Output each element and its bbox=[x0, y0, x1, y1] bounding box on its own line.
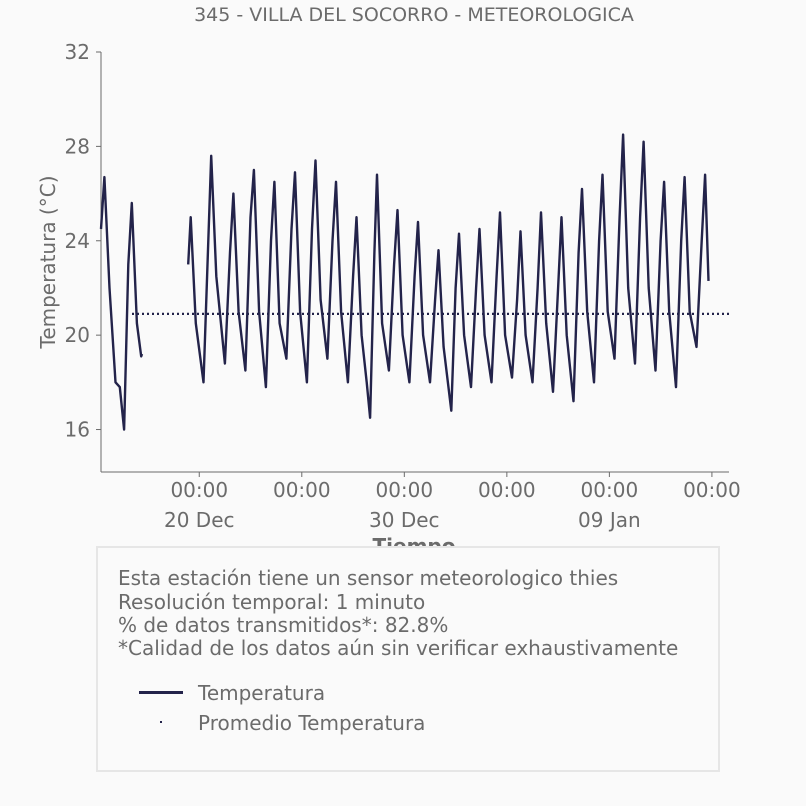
x-tick-label: 00:00 bbox=[683, 478, 741, 502]
x-tick-label: 30 Dec bbox=[369, 508, 440, 532]
x-tick-label: 00:00 bbox=[170, 478, 228, 502]
temperature-series-line bbox=[99, 175, 144, 431]
x-tick-label: 00:00 bbox=[478, 478, 536, 502]
y-tick-label: 32 bbox=[65, 40, 90, 64]
x-tick-label: 00:00 bbox=[273, 478, 331, 502]
chart-marks bbox=[99, 133, 731, 431]
y-tick-label: 24 bbox=[65, 229, 90, 253]
legend-temperature-label: Temperatura bbox=[198, 681, 326, 705]
info-sensor-text: Esta estación tiene un sensor meteorolog… bbox=[118, 566, 619, 590]
y-tick-label: 16 bbox=[65, 418, 90, 442]
legend-average-swatch bbox=[160, 721, 162, 723]
x-tick-label: 20 Dec bbox=[164, 508, 235, 532]
info-panel: Esta estación tiene un sensor meteorolog… bbox=[96, 546, 720, 772]
info-resolution-text: Resolución temporal: 1 minuto bbox=[118, 590, 426, 614]
x-tick-label: 00:00 bbox=[581, 478, 639, 502]
axes: 16 20 24 28 32 00:00 20 Dec 00:00 00:00 30 Dec 00:… bbox=[65, 40, 741, 532]
y-tick-label: 28 bbox=[65, 134, 90, 158]
temperature-chart: 345 - VILLA DEL SOCORRO - METEOROLOGICA … bbox=[36, 4, 741, 558]
temperature-series-line bbox=[187, 133, 710, 419]
x-tick-label: 09 Jan bbox=[578, 508, 641, 532]
info-transmitted-text: % de datos transmitidos*: 82.8% bbox=[118, 613, 449, 637]
chart-title: 345 - VILLA DEL SOCORRO - METEOROLOGICA bbox=[194, 4, 634, 26]
legend-average-label: Promedio Temperatura bbox=[198, 711, 426, 735]
y-axis-label: Temperatura (°C) bbox=[36, 175, 60, 349]
x-tick-label: 00:00 bbox=[375, 478, 433, 502]
y-tick-label: 20 bbox=[65, 323, 90, 347]
legend-temperature-swatch bbox=[139, 691, 183, 694]
info-quality-note: *Calidad de los datos aún sin verificar … bbox=[118, 636, 679, 660]
